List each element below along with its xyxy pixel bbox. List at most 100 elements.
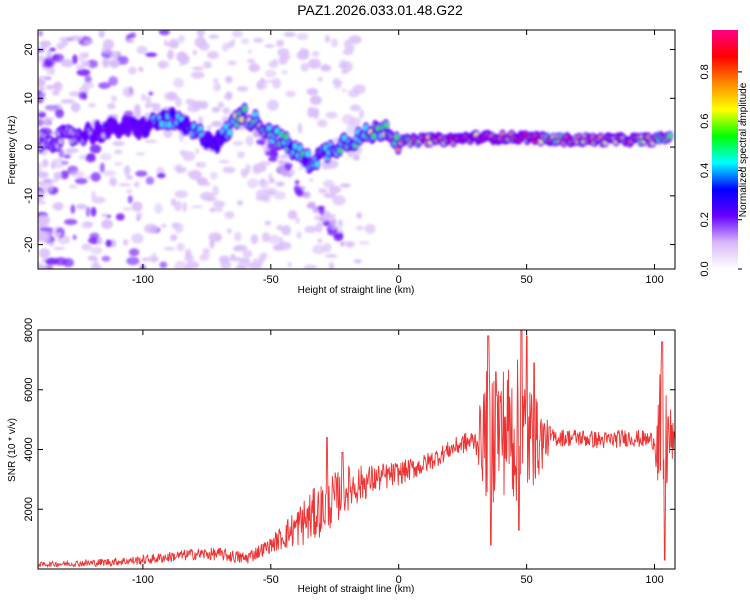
spectrogram-noise-cell (107, 102, 116, 110)
spectrogram-noise-cell (42, 158, 49, 168)
spectrogram-noise-cell (325, 111, 338, 119)
colorbar-gradient (712, 30, 738, 269)
x-tick-label: -50 (263, 274, 279, 286)
spectrogram-noise-cell (272, 243, 285, 252)
spectrogram-ridge-cell (383, 122, 389, 128)
spectrogram-noise-cell (295, 217, 300, 224)
spectrogram-noise-cell (91, 196, 106, 204)
spectrogram-ridge-cell (293, 143, 298, 149)
spectrogram-noise-cell (101, 255, 111, 262)
y-tick-label: 10 (23, 92, 35, 104)
spectrogram-ridge-cell (93, 132, 99, 139)
spectrogram-noise-cell (70, 204, 76, 214)
spectrogram-noise-cell (70, 170, 85, 178)
spectrogram-noise-cell (192, 50, 198, 56)
spectrogram-noise-cell (268, 60, 279, 69)
spectrogram-noise-cell (38, 264, 47, 269)
spectrogram-noise-cell (248, 262, 263, 269)
spectrogram-noise-cell (230, 39, 236, 45)
spectrogram-ridge-cell (141, 119, 146, 125)
spectrogram-branch-cell (302, 191, 311, 199)
spectrogram-noise-cell (194, 105, 201, 110)
spectrogram-noise-cell (81, 243, 92, 251)
spectrogram-noise-cell (318, 188, 328, 194)
spectrogram-noise-cell (287, 261, 292, 268)
spectrogram-noise-cell (90, 206, 97, 217)
spectrogram-noise-cell (52, 202, 63, 211)
spectrogram-noise-cell (330, 38, 338, 48)
spectrogram-noise-cell (278, 159, 285, 165)
spectrogram-noise-cell (199, 254, 205, 262)
spectrogram-noise-cell (122, 207, 133, 211)
spectrogram-noise-cell (342, 48, 354, 56)
spectrogram-noise-cell (213, 200, 226, 208)
spectrogram-noise-cell (190, 71, 205, 79)
spectrogram-noise-cell (176, 242, 185, 252)
spectrogram-noise-cell (145, 52, 158, 57)
spectrogram-noise-cell (118, 183, 132, 187)
spectrogram-noise-cell (38, 30, 43, 37)
spectrogram-noise-cell (112, 141, 125, 146)
spectrogram-noise-cell (247, 49, 252, 54)
spectrogram-noise-cell (317, 76, 323, 82)
spectrogram-noise-cell (323, 179, 335, 188)
spectrogram-noise-cell (38, 75, 50, 81)
spectrogram-noise-cell (38, 86, 45, 92)
spectrogram-noise-cell (151, 252, 157, 261)
spectrogram-noise-cell (338, 63, 348, 69)
spectrogram-noise-cell (144, 223, 158, 234)
spectrogram-noise-cell (322, 64, 329, 70)
spectrogram-noise-cell (255, 80, 268, 90)
x-tick-label: 50 (520, 574, 532, 586)
spectrogram-noise-cell (82, 81, 94, 89)
spectrogram-noise-cell (352, 84, 366, 94)
spectrogram-noise-cell (85, 206, 91, 218)
spectrogram-noise-cell (308, 178, 314, 182)
spectrogram-noise-cell (78, 91, 88, 100)
snr-series-line (38, 330, 675, 569)
spectrogram-noise-cell (174, 190, 188, 199)
spectrogram-branch-cell (256, 139, 265, 145)
spectrogram-noise-cell (78, 52, 85, 63)
spectrogram-noise-cell (196, 161, 207, 169)
spectrogram-noise-cell (225, 75, 233, 84)
colorbar-tick-label: 0.2 (699, 212, 711, 227)
spectrogram-noise-cell (272, 77, 282, 89)
spectrogram-noise-cell (105, 239, 113, 248)
spectrogram-noise-cell (211, 106, 221, 113)
spectrogram-noise-cell (114, 149, 123, 155)
spectrogram-noise-cell (174, 222, 184, 234)
spectrogram-noise-cell (260, 77, 265, 84)
spectrogram-noise-cell (235, 265, 247, 269)
spectrogram-noise-cell (196, 177, 209, 186)
spectrogram-noise-cell (109, 177, 118, 187)
spectrogram-x-ticks: -100 -50 0 50 100 (132, 30, 664, 286)
snr-x-ticks: -100 -50 0 50 100 (132, 330, 664, 586)
spectrogram-noise-cell (131, 233, 144, 244)
spectrogram-noise-cell (68, 35, 83, 41)
spectrogram-noise-cell (135, 152, 146, 156)
spectrogram-noise-cell (231, 30, 243, 38)
spectrogram-noise-cell (133, 104, 141, 115)
spectrogram-noise-cell (45, 117, 56, 121)
spectrogram-noise-cell (217, 101, 225, 109)
spectrogram-noise-cell (349, 104, 361, 112)
spectrogram-noise-cell (136, 212, 143, 219)
spectrogram-noise-cell (353, 259, 362, 264)
spectrogram-noise-cell (38, 162, 43, 173)
spectrogram-noise-cell (248, 63, 260, 73)
spectrogram-noise-cell (53, 246, 65, 251)
y-tick-label: 2000 (23, 497, 35, 521)
spectrogram-noise-cell (113, 162, 124, 166)
spectrogram-noise-cell (342, 240, 356, 247)
spectrogram-noise-cell (250, 234, 259, 245)
spectrogram-noise-cell (144, 139, 158, 143)
spectrogram-noise-cell (91, 190, 97, 200)
spectrogram-noise-cell (317, 238, 323, 244)
spectrogram-noise-cell (275, 181, 285, 187)
spectrogram-noise-cell (131, 201, 143, 212)
x-tick-label: 50 (520, 274, 532, 286)
spectrogram-noise-cell (55, 232, 61, 238)
spectrogram-noise-cell (226, 228, 232, 234)
spectrogram-noise-cell (184, 265, 192, 269)
